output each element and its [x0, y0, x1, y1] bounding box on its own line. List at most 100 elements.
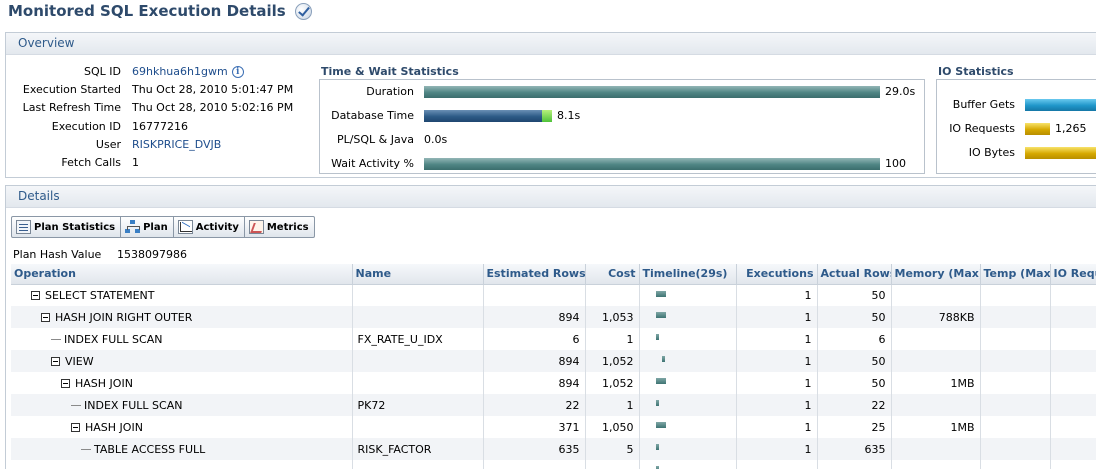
tab-plan-statistics-label: Plan Statistics — [34, 221, 116, 233]
operation-cell: INDEX FULL SCAN — [11, 394, 353, 416]
plan-statistics-table: Operation Name Estimated Rows Cost Timel… — [11, 264, 1096, 469]
tab-metrics[interactable]: Metrics — [245, 217, 314, 237]
timeline-cell — [639, 284, 737, 306]
io-requests-bar — [1025, 123, 1050, 135]
database-time-label: Database Time — [331, 109, 414, 122]
collapse-icon[interactable] — [51, 356, 60, 366]
memory-cell — [891, 394, 981, 416]
column-header-operation[interactable]: Operation — [11, 264, 353, 285]
cost-cell — [585, 284, 640, 306]
executions-cell: 1 — [736, 372, 818, 394]
execution-started-value: Thu Oct 28, 2010 5:01:47 PM — [132, 83, 294, 96]
operation-cell: HASH JOIN — [11, 416, 353, 438]
info-icon[interactable]: i — [231, 66, 244, 78]
tab-plan[interactable]: Plan — [121, 217, 174, 237]
table-row[interactable]: HASH JOIN RIGHT OUTER 894 1,053 1 50 788KB — [11, 306, 1096, 328]
executions-cell: 1 — [736, 328, 818, 350]
timeline-cell — [639, 416, 737, 438]
sql-id-link[interactable]: 69hkhua6h1gwm — [132, 65, 228, 78]
name-cell: FX_RATE_U_IDX — [352, 328, 484, 350]
actual-rows-cell: 50 — [817, 350, 892, 372]
timeline-cell — [639, 372, 737, 394]
executions-cell: 1 — [736, 284, 818, 306]
collapse-icon[interactable] — [61, 378, 70, 388]
name-cell — [352, 372, 484, 394]
column-header-name[interactable]: Name — [352, 264, 484, 285]
tab-plan-label: Plan — [143, 221, 168, 233]
column-header-temp[interactable]: Temp (Max) — [980, 264, 1051, 285]
operation-cell: VIEW — [11, 350, 353, 372]
executions-cell: 1 — [736, 438, 818, 460]
cost-cell: 1 — [585, 328, 640, 350]
wait-activity-label: Wait Activity % — [331, 157, 414, 170]
column-header-cost[interactable]: Cost — [585, 264, 640, 285]
cost-cell: 5 — [585, 438, 640, 460]
executions-cell: 1 — [736, 394, 818, 416]
timeline-cell — [639, 394, 737, 416]
collapse-icon[interactable] — [31, 290, 40, 300]
est-rows-cell: 6 — [483, 328, 586, 350]
column-header-actual-rows[interactable]: Actual Rows — [817, 264, 892, 285]
table-row[interactable]: INDEX FULL SCAN FX_RATE_U_IDX 6 1 1 6 — [11, 328, 1096, 350]
name-cell — [352, 460, 484, 469]
plsql-java-value: 0.0s — [424, 133, 448, 146]
sql-id-value[interactable]: 69hkhua6h1gwm i — [132, 65, 244, 78]
tab-activity[interactable]: Activity — [174, 217, 245, 237]
est-rows-cell: 894 — [483, 350, 586, 372]
column-header-memory[interactable]: Memory (Max) — [891, 264, 981, 285]
temp-cell — [980, 394, 1051, 416]
timeline-bar — [655, 334, 659, 340]
table-row[interactable]: HASH JOIN 371 1,050 1 25 1MB — [11, 416, 1096, 438]
executions-cell: 1 — [736, 416, 818, 438]
operation-cell: SELECT STATEMENT — [11, 284, 353, 306]
table-row[interactable]: HASH JOIN 894 1,052 1 50 1MB — [11, 372, 1096, 394]
name-cell — [352, 306, 484, 328]
collapse-icon[interactable] — [41, 312, 50, 322]
collapse-icon[interactable] — [71, 422, 80, 432]
execution-id-label: Execution ID — [51, 120, 121, 133]
cost-cell: 1,052 — [585, 350, 640, 372]
temp-cell — [980, 460, 1051, 469]
execution-id-value: 16777216 — [132, 120, 188, 133]
duration-value: 29.0s — [885, 85, 916, 98]
io-requests-label: IO Requests — [949, 122, 1015, 135]
column-header-executions[interactable]: Executions — [736, 264, 818, 285]
overview-header[interactable]: Overview — [6, 33, 1096, 55]
io-bytes-bar — [1025, 147, 1096, 159]
memory-cell — [891, 438, 981, 460]
details-section: Details Plan Statistics Plan Activity Me… — [5, 185, 1096, 469]
actual-rows-cell: 6 — [817, 328, 892, 350]
user-link[interactable]: RISKPRICE_DVJB — [132, 138, 222, 151]
buffer-gets-bar — [1025, 99, 1096, 111]
tab-plan-statistics[interactable]: Plan Statistics — [12, 217, 122, 237]
table-row[interactable] — [11, 460, 1096, 469]
operation-label: VIEW — [65, 354, 94, 368]
overview-section: Overview SQL ID 69hkhua6h1gwm i Execution… — [5, 32, 1096, 178]
cost-cell: 1,053 — [585, 306, 640, 328]
name-cell: PK72 — [352, 394, 484, 416]
timeline-bar — [655, 312, 666, 318]
column-header-io-requests[interactable]: IO Requ — [1050, 264, 1096, 285]
table-row[interactable]: SELECT STATEMENT 1 50 — [11, 284, 1096, 306]
sql-id-label: SQL ID — [84, 65, 121, 78]
user-label: User — [95, 138, 121, 151]
name-cell: RISK_FACTOR — [352, 438, 484, 460]
tab-activity-label: Activity — [195, 221, 239, 233]
table-row[interactable]: VIEW 894 1,052 1 50 — [11, 350, 1096, 372]
temp-cell — [980, 328, 1051, 350]
table-row[interactable]: INDEX FULL SCAN PK72 22 1 1 22 — [11, 394, 1096, 416]
operation-cell: INDEX FULL SCAN — [11, 328, 353, 350]
executions-cell: 1 — [736, 350, 818, 372]
table-row[interactable]: TABLE ACCESS FULL RISK_FACTOR 635 5 1 635 — [11, 438, 1096, 460]
temp-cell — [980, 438, 1051, 460]
name-cell — [352, 284, 484, 306]
actual-rows-cell — [817, 460, 892, 469]
memory-cell — [891, 460, 981, 469]
temp-cell — [980, 284, 1051, 306]
column-header-timeline[interactable]: Timeline(29s) — [639, 264, 737, 285]
tree-connector — [51, 338, 61, 340]
io-cell — [1050, 306, 1096, 328]
details-header[interactable]: Details — [6, 186, 1096, 208]
io-cell — [1050, 438, 1096, 460]
column-header-estimated-rows[interactable]: Estimated Rows — [483, 264, 586, 285]
